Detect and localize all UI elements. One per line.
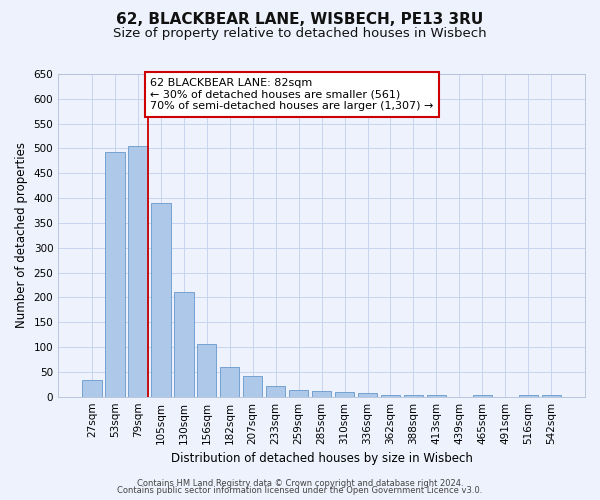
Text: Contains public sector information licensed under the Open Government Licence v3: Contains public sector information licen… <box>118 486 482 495</box>
Bar <box>427 394 446 396</box>
Bar <box>518 394 538 396</box>
X-axis label: Distribution of detached houses by size in Wisbech: Distribution of detached houses by size … <box>170 452 473 465</box>
Bar <box>404 394 423 396</box>
Y-axis label: Number of detached properties: Number of detached properties <box>15 142 28 328</box>
Bar <box>358 392 377 396</box>
Bar <box>82 380 101 396</box>
Text: Contains HM Land Registry data © Crown copyright and database right 2024.: Contains HM Land Registry data © Crown c… <box>137 478 463 488</box>
Bar <box>220 367 239 396</box>
Text: 62, BLACKBEAR LANE, WISBECH, PE13 3RU: 62, BLACKBEAR LANE, WISBECH, PE13 3RU <box>116 12 484 28</box>
Bar <box>197 344 217 396</box>
Bar <box>542 394 561 396</box>
Bar <box>174 292 194 397</box>
Bar <box>151 203 170 396</box>
Bar <box>243 376 262 396</box>
Bar <box>335 392 355 396</box>
Bar <box>128 146 148 397</box>
Bar <box>105 152 125 396</box>
Bar <box>381 394 400 396</box>
Bar <box>312 391 331 396</box>
Bar <box>289 390 308 396</box>
Text: Size of property relative to detached houses in Wisbech: Size of property relative to detached ho… <box>113 28 487 40</box>
Bar <box>266 386 286 396</box>
Bar <box>473 394 492 396</box>
Text: 62 BLACKBEAR LANE: 82sqm
← 30% of detached houses are smaller (561)
70% of semi-: 62 BLACKBEAR LANE: 82sqm ← 30% of detach… <box>151 78 434 111</box>
